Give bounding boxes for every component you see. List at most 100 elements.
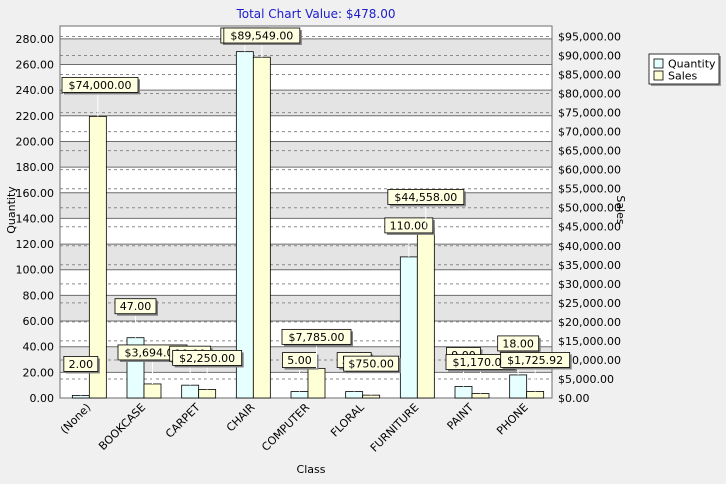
y-right-tick-label: $20,000.00 bbox=[558, 316, 621, 329]
bar-sales bbox=[307, 367, 326, 399]
y-right-tick-label: $30,000.00 bbox=[558, 278, 621, 291]
x-tick-label: PHONE bbox=[494, 401, 531, 438]
y-left-tick-label: 120.00 bbox=[16, 238, 55, 251]
y-right-tick-label: $70,000.00 bbox=[558, 126, 621, 139]
bar-quantity bbox=[345, 391, 364, 399]
x-tick-label: PAINT bbox=[445, 401, 477, 433]
y-left-tick-label: 140.00 bbox=[16, 212, 55, 225]
bar-quantity bbox=[399, 256, 418, 399]
legend-swatch-sales bbox=[653, 70, 664, 81]
data-label-sales: $1,725.92 bbox=[507, 354, 563, 367]
y-left-tick-label: 180.00 bbox=[16, 161, 55, 174]
legend-swatch-quantity bbox=[653, 58, 664, 69]
x-tick-label: CARPET bbox=[163, 401, 203, 441]
y-right-tick-label: $40,000.00 bbox=[558, 240, 621, 253]
data-label-box bbox=[63, 356, 99, 372]
y-right-tick-label: $95,000.00 bbox=[558, 30, 621, 43]
bar-quantity bbox=[509, 374, 528, 399]
bar-quantity bbox=[290, 391, 309, 399]
data-label-sales: $1,170.00 bbox=[453, 356, 509, 369]
x-tick-label: FLORAL bbox=[328, 400, 367, 439]
y-left-tick-label: 200.00 bbox=[16, 135, 55, 148]
y-axis-right-title: Sales bbox=[614, 195, 627, 225]
grid-band bbox=[60, 141, 552, 168]
bar-sales bbox=[362, 394, 381, 399]
data-label-box bbox=[172, 350, 243, 366]
bar-sales bbox=[471, 393, 490, 399]
data-label-quantity: 5.00 bbox=[287, 354, 312, 367]
grid-band bbox=[60, 90, 552, 116]
data-label-sales: $3,694.00 bbox=[125, 346, 181, 359]
data-label-sales: $89,549.00 bbox=[230, 30, 293, 43]
legend-label-sales: Sales bbox=[668, 70, 698, 83]
data-label-sales: $750.00 bbox=[348, 358, 394, 371]
bar-sales bbox=[198, 389, 217, 399]
data-label-quantity: 47.00 bbox=[120, 300, 152, 313]
data-label-box bbox=[384, 217, 434, 234]
x-tick-label: COMPUTER bbox=[259, 401, 312, 454]
y-right-tick-label: $15,000.00 bbox=[558, 335, 621, 348]
data-label-sales: $44,558.00 bbox=[394, 191, 457, 204]
data-label-quantity: 110.00 bbox=[390, 219, 429, 232]
bar-sales bbox=[526, 391, 545, 399]
x-tick-label: BOOKCASE bbox=[96, 401, 148, 453]
data-label-box bbox=[61, 76, 139, 93]
y-right-tick-label: $90,000.00 bbox=[558, 49, 621, 62]
y-right-tick-label: $65,000.00 bbox=[558, 145, 621, 158]
data-label-box bbox=[387, 189, 465, 205]
chart-title: Total Chart Value: $478.00 bbox=[235, 7, 395, 21]
y-left-tick-label: 40.00 bbox=[23, 341, 55, 354]
legend-label-quantity: Quantity bbox=[668, 58, 716, 71]
x-axis-title: Class bbox=[297, 463, 326, 476]
y-axis-left-title: Quantity bbox=[5, 186, 18, 234]
x-tick-label: (None) bbox=[58, 401, 94, 437]
bar-sales bbox=[416, 228, 435, 399]
bar-quantity bbox=[454, 386, 473, 399]
y-right-tick-label: $25,000.00 bbox=[558, 297, 621, 310]
y-right-tick-label: $60,000.00 bbox=[558, 164, 621, 177]
grid-band bbox=[60, 244, 552, 270]
y-right-tick-label: $85,000.00 bbox=[558, 69, 621, 82]
y-right-tick-label: $80,000.00 bbox=[558, 88, 621, 101]
data-label-box bbox=[114, 298, 157, 315]
bar-quantity bbox=[181, 384, 200, 399]
y-right-tick-label: $5,000.00 bbox=[558, 373, 614, 386]
y-right-tick-label: $55,000.00 bbox=[558, 183, 621, 196]
y-left-tick-label: 280.00 bbox=[16, 33, 55, 46]
y-left-tick-label: 60.00 bbox=[23, 315, 55, 328]
data-label-sales: $74,000.00 bbox=[69, 79, 132, 92]
y-left-tick-label: 160.00 bbox=[16, 187, 55, 200]
y-left-tick-label: 80.00 bbox=[23, 289, 55, 302]
y-right-tick-label: $50,000.00 bbox=[558, 202, 621, 215]
y-right-tick-label: $10,000.00 bbox=[558, 354, 621, 367]
bar-sales bbox=[88, 115, 107, 399]
data-label-box bbox=[500, 352, 571, 368]
y-right-tick-label: $35,000.00 bbox=[558, 259, 621, 272]
bar-sales bbox=[143, 383, 162, 399]
y-right-tick-label: $45,000.00 bbox=[558, 221, 621, 234]
data-label-quantity: 18.00 bbox=[502, 337, 534, 350]
y-left-tick-label: 240.00 bbox=[16, 84, 55, 97]
data-label-sales: $7,785.00 bbox=[289, 331, 345, 344]
bar-quantity bbox=[71, 395, 90, 399]
data-label-box bbox=[343, 355, 400, 372]
bar-quantity bbox=[235, 51, 254, 399]
data-label-box bbox=[497, 335, 540, 352]
y-right-tick-label: $0.00 bbox=[558, 392, 590, 405]
data-label-sales: $2,250.00 bbox=[179, 352, 235, 365]
y-left-tick-label: 0.00 bbox=[30, 392, 55, 405]
y-right-tick-label: $75,000.00 bbox=[558, 107, 621, 120]
data-label-box bbox=[281, 328, 352, 345]
x-tick-label: FURNITURE bbox=[368, 401, 422, 455]
grid-band bbox=[60, 38, 552, 65]
data-label-quantity: 2.00 bbox=[69, 358, 94, 371]
y-left-tick-label: 260.00 bbox=[16, 58, 55, 71]
data-label-box bbox=[223, 27, 301, 44]
y-left-tick-label: 100.00 bbox=[16, 264, 55, 277]
bar-sales bbox=[252, 56, 271, 399]
y-left-tick-label: 20.00 bbox=[23, 366, 55, 379]
plot-area: 0.00 20.00 40.00 60.00 80.00 100.00 120.00 140.… bbox=[16, 25, 621, 455]
